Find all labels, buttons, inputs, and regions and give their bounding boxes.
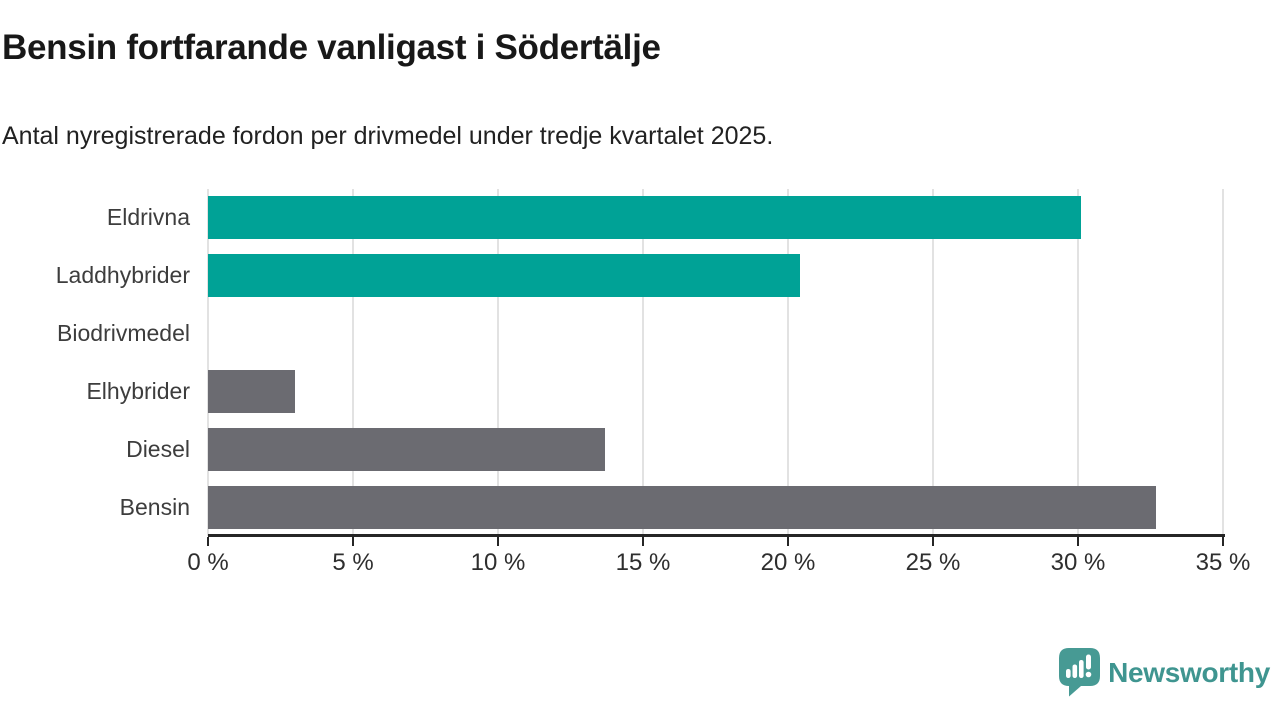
x-tick-10: [497, 537, 499, 546]
x-tick-label-20: 20 %: [760, 549, 816, 576]
category-label-diesel: Diesel: [126, 435, 190, 462]
bar-elhybrider: [208, 369, 295, 413]
gridline-20: [787, 189, 789, 536]
gridline-5: [352, 189, 354, 536]
x-tick-25: [932, 537, 934, 546]
category-label-elhybrider: Elhybrider: [86, 377, 190, 404]
y-axis-category-labels: Eldrivna Laddhybrider Biodrivmedel Elhybrid…: [0, 189, 190, 536]
bar-row-eldrivna: [208, 189, 1223, 247]
gridline-10: [497, 189, 499, 536]
x-tick-15: [642, 537, 644, 546]
newsworthy-logo-icon: [1059, 648, 1101, 697]
x-tick-label-15: 15 %: [615, 549, 671, 576]
x-tick-label-35: 35 %: [1195, 549, 1251, 576]
bar-bensin: [208, 485, 1157, 529]
x-tick-5: [352, 537, 354, 546]
bar-row-biodrivmedel: [208, 305, 1223, 363]
branding-name: Newsworthy: [1108, 656, 1270, 688]
x-tick-label-30: 30 %: [1050, 549, 1106, 576]
chart-title: Bensin fortfarande vanligast i Södertälj…: [2, 28, 661, 67]
bar-diesel: [208, 427, 606, 471]
bar-row-diesel: [208, 420, 1223, 478]
bar-row-laddhybrider: [208, 247, 1223, 305]
x-tick-30: [1077, 537, 1079, 546]
bar-eldrivna: [208, 196, 1081, 240]
x-tick-label-10: 10 %: [470, 549, 526, 576]
category-label-biodrivmedel: Biodrivmedel: [57, 320, 190, 347]
category-label-bensin: Bensin: [119, 493, 190, 520]
x-tick-35: [1222, 537, 1224, 546]
bar-laddhybrider: [208, 254, 800, 298]
gridline-35: [1222, 189, 1224, 536]
plot-area: [207, 189, 1224, 536]
x-tick-label-25: 25 %: [905, 549, 961, 576]
gridline-25: [932, 189, 934, 536]
x-tick-label-5: 5 %: [332, 549, 374, 576]
x-tick-20: [787, 537, 789, 546]
bar-row-bensin: [208, 478, 1223, 536]
gridline-30: [1077, 189, 1079, 536]
x-tick-label-0: 0 %: [187, 549, 229, 576]
chart-subtitle: Antal nyregistrerade fordon per drivmede…: [2, 122, 774, 150]
category-label-laddhybrider: Laddhybrider: [55, 262, 190, 289]
x-axis-line: [208, 534, 1225, 537]
category-label-eldrivna: Eldrivna: [106, 204, 190, 231]
gridline-15: [642, 189, 644, 536]
gridline-0: [207, 189, 209, 536]
bar-row-elhybrider: [208, 363, 1223, 421]
x-tick-0: [207, 537, 209, 546]
branding-footer: Newsworthy: [1059, 648, 1270, 697]
